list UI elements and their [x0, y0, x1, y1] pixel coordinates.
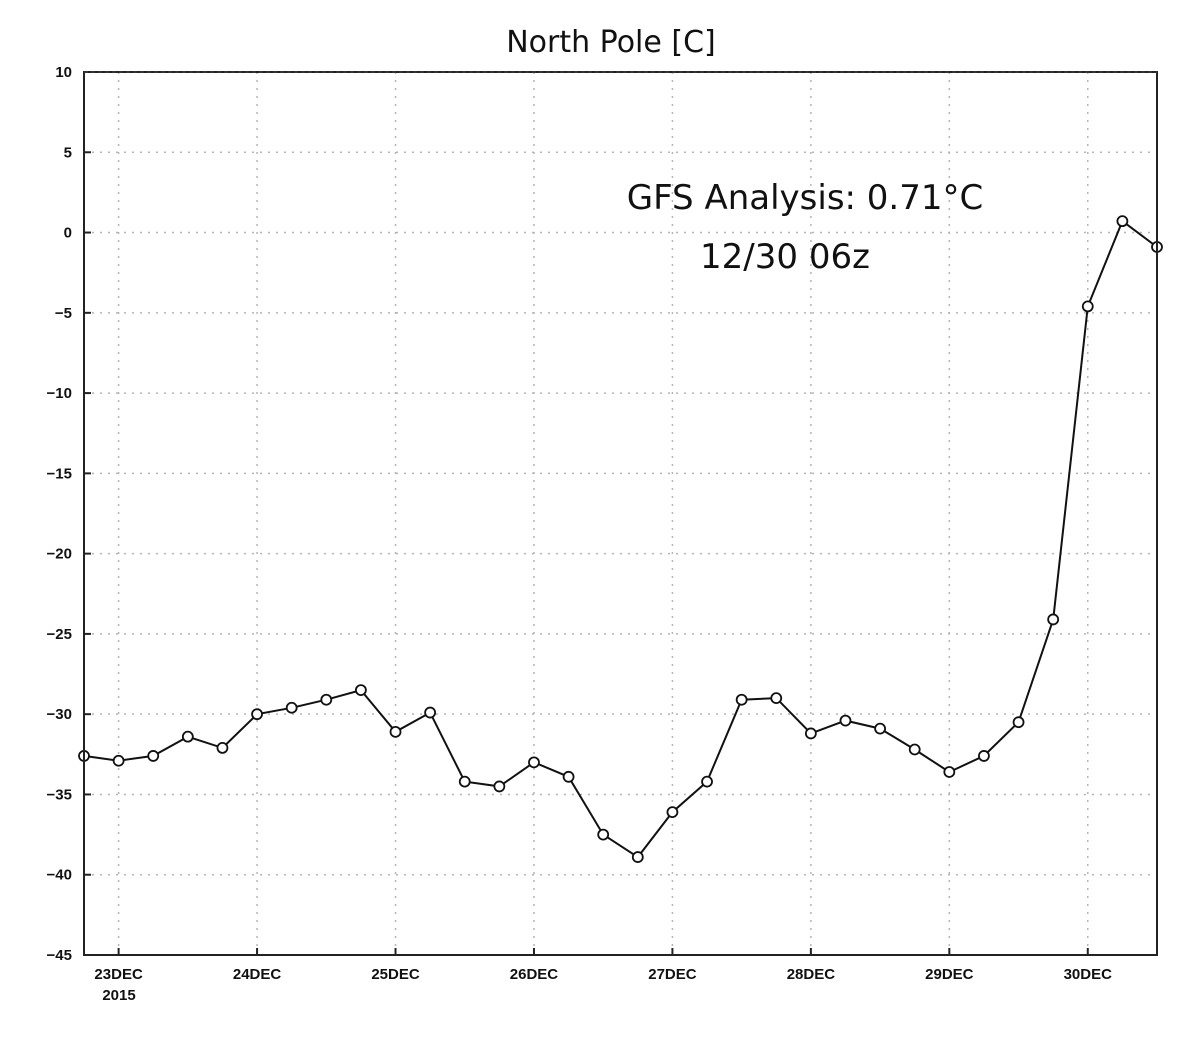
- y-tick-label: −5: [55, 305, 72, 322]
- x-tick-label: 29DEC: [925, 966, 974, 983]
- y-tick-label: −30: [47, 706, 72, 723]
- data-point: [147, 750, 160, 762]
- data-point: [631, 851, 644, 863]
- y-axis-ticks: 10 5 0 −5 −10 −15 −20 −25 −30 −35 −40 −45: [47, 64, 91, 964]
- data-point: [389, 725, 402, 738]
- x-tick-label: 23DEC: [94, 966, 143, 983]
- x-tick-label: 25DEC: [371, 966, 420, 983]
- data-point: [1116, 215, 1129, 228]
- y-tick-label: −35: [47, 786, 72, 803]
- data-point: [735, 693, 748, 706]
- data-point: [978, 750, 990, 762]
- data-point: [701, 775, 713, 788]
- data-point: [458, 775, 471, 788]
- y-tick-label: 10: [55, 64, 72, 81]
- y-tick-label: −10: [47, 385, 72, 402]
- data-point: [285, 701, 298, 714]
- data-point: [528, 756, 540, 769]
- data-point: [839, 714, 852, 727]
- x-tick-label: 26DEC: [510, 966, 559, 983]
- data-point: [355, 684, 367, 696]
- x-tick-label: 24DEC: [233, 966, 282, 983]
- x-tick-label: 30DEC: [1064, 966, 1113, 983]
- data-point: [251, 708, 263, 721]
- grid-lines: [84, 72, 1157, 955]
- y-tick-label: −25: [47, 626, 72, 643]
- data-point: [1081, 300, 1094, 313]
- x-axis-ticks: 23DEC 24DEC 25DEC 26DEC 27DEC 28DEC 29DEC 30DEC: [94, 948, 1112, 983]
- data-point: [804, 727, 817, 740]
- data-point: [562, 770, 575, 783]
- series-line: [83, 219, 1158, 859]
- data-point: [943, 766, 956, 778]
- y-tick-label: −45: [47, 947, 72, 964]
- y-tick-label: 5: [64, 144, 72, 161]
- data-point: [112, 754, 125, 767]
- annotation-line-2: 12/30 06z: [700, 237, 870, 277]
- data-point: [320, 693, 333, 706]
- x-year-label: 2015: [102, 987, 135, 1004]
- data-point: [908, 743, 921, 756]
- chart-title: North Pole [C]: [506, 25, 716, 60]
- data-point: [424, 706, 437, 719]
- data-point: [1047, 613, 1060, 626]
- data-point: [216, 741, 229, 754]
- data-point: [874, 722, 886, 735]
- data-point: [666, 806, 679, 819]
- y-tick-label: 0: [64, 225, 72, 242]
- data-point: [770, 692, 783, 705]
- x-tick-label: 28DEC: [787, 966, 836, 983]
- y-tick-label: −20: [47, 546, 72, 563]
- plot-border: [83, 71, 1158, 956]
- y-tick-label: −40: [47, 867, 72, 884]
- temperature-series: [78, 215, 1163, 863]
- data-point: [1012, 716, 1025, 729]
- y-tick-label: −15: [47, 465, 72, 482]
- annotation-line-1: GFS Analysis: 0.71°C: [627, 178, 984, 218]
- data-point: [181, 730, 194, 743]
- data-point: [597, 828, 610, 841]
- data-point: [493, 780, 506, 793]
- plot-frame: [83, 71, 1158, 956]
- x-tick-label: 27DEC: [648, 966, 697, 983]
